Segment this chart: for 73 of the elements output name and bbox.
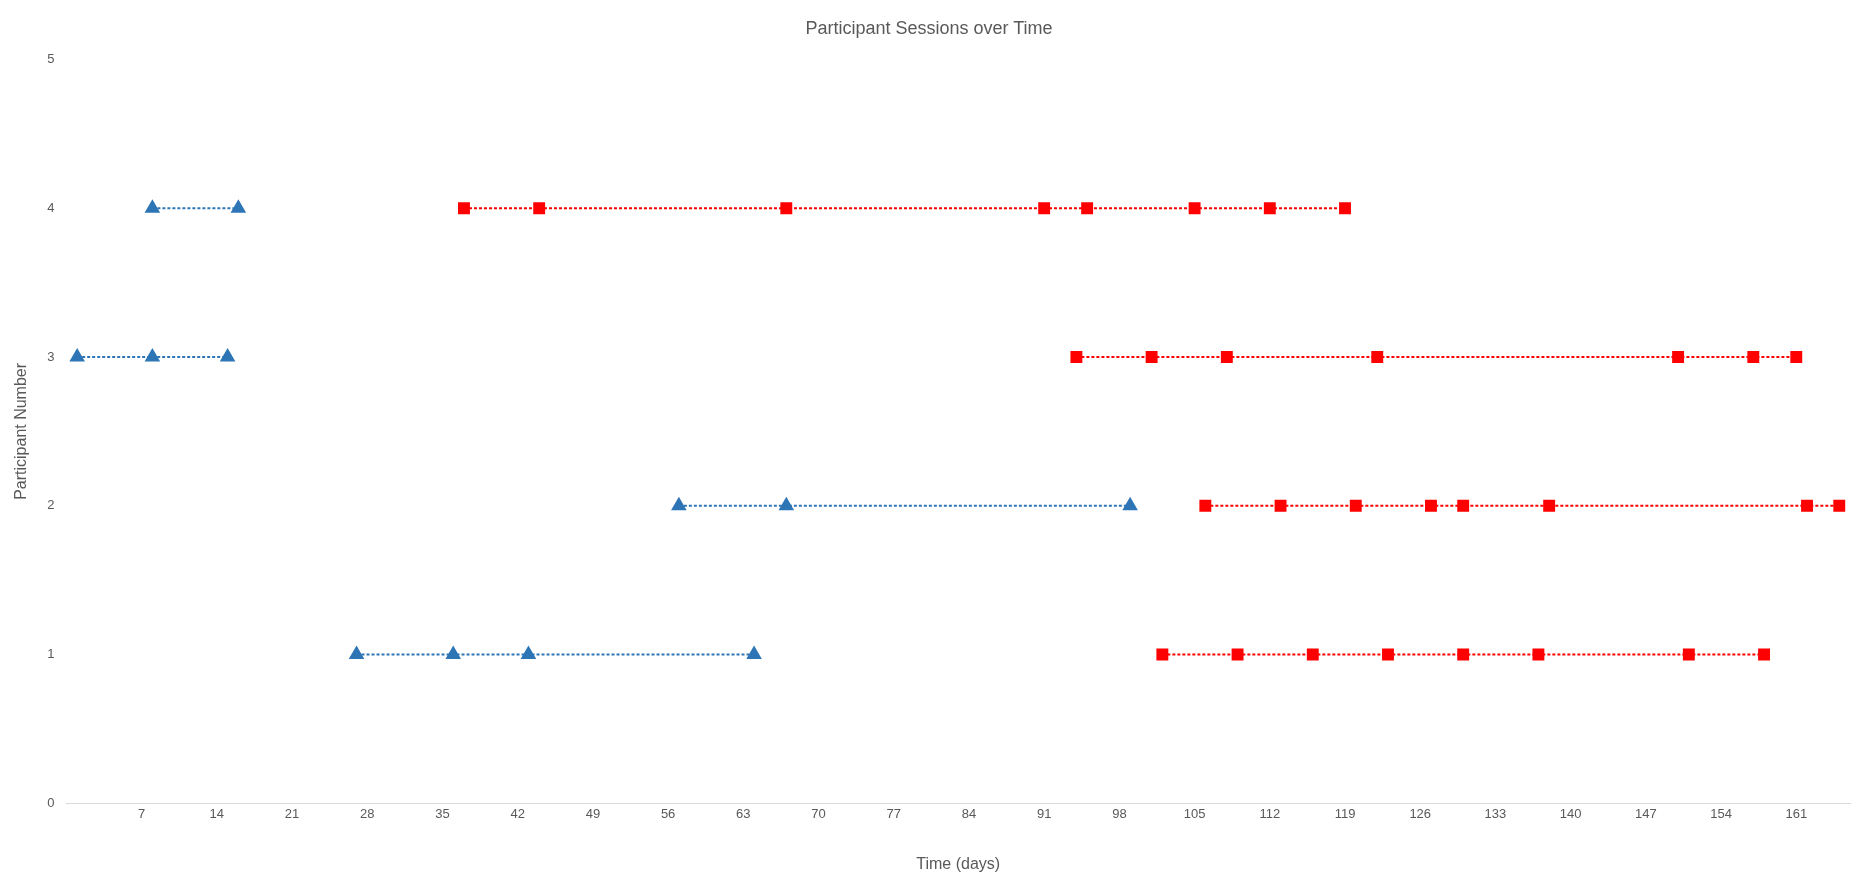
point [1038,202,1051,215]
x-tick-label: 42 [510,805,525,821]
point [1532,648,1545,661]
point [1790,351,1803,363]
y-tick-label: 1 [47,646,55,662]
x-tick-label: 28 [360,805,375,821]
point [446,646,461,659]
point [1188,202,1201,215]
point [1199,499,1212,512]
x-tick-label: 126 [1409,805,1432,821]
x-tick-label: 133 [1484,805,1507,821]
point [1231,648,1244,661]
y-axis-title: Participant Number [12,362,30,500]
x-tick-label: 21 [284,805,300,821]
x-tick-label: 56 [660,805,676,821]
y-tick-label: 3 [47,348,55,364]
x-tick-label: 77 [886,805,901,821]
x-tick-label: 105 [1183,805,1206,821]
x-tick-label: 98 [1112,805,1127,821]
point [1457,499,1470,512]
point [1425,499,1437,512]
point [1382,648,1394,661]
point [220,349,235,362]
point [1306,648,1319,661]
point [1070,351,1083,363]
point [1758,648,1770,661]
x-tick-label: 140 [1559,805,1582,821]
x-tick-label: 119 [1334,805,1356,821]
point [780,202,793,215]
x-tick-label: 112 [1259,805,1281,821]
point [1682,648,1695,661]
x-tick-label: 91 [1036,805,1052,821]
point [1220,351,1233,363]
point [70,349,85,362]
point [1747,351,1760,363]
chart-title: Participant Sessions over Time [805,17,1053,38]
point [1371,351,1384,363]
x-tick-label: 7 [138,805,146,821]
point [1543,499,1556,512]
x-tick-label: 84 [961,805,977,821]
point [1672,351,1685,363]
point [349,646,364,659]
y-tick-label: 2 [47,497,55,513]
point [1274,499,1287,512]
x-tick-label: 14 [209,805,225,821]
x-tick-label: 63 [736,805,751,821]
x-tick-label: 70 [811,805,826,821]
point [747,646,762,659]
point [1156,648,1169,661]
y-tick-label: 5 [47,51,55,67]
point [533,202,546,215]
point [779,497,794,511]
x-tick-label: 161 [1785,805,1808,821]
point [1833,499,1846,512]
point [1339,202,1351,215]
x-tick-label: 49 [585,805,601,821]
point [1457,648,1470,661]
point [1145,351,1158,363]
point [1123,497,1138,511]
x-axis-title: Time (days) [916,854,1001,872]
point [1349,499,1362,512]
x-tick-label: 154 [1710,805,1732,821]
point [1801,499,1813,512]
point [521,646,536,659]
point [145,349,160,362]
point [458,202,470,215]
x-tick-label: 35 [435,805,450,821]
x-tick-label: 147 [1635,805,1657,821]
point [671,497,686,511]
point [1081,202,1094,215]
point [1263,202,1276,215]
y-tick-label: 0 [47,794,55,810]
y-tick-label: 4 [47,199,55,215]
